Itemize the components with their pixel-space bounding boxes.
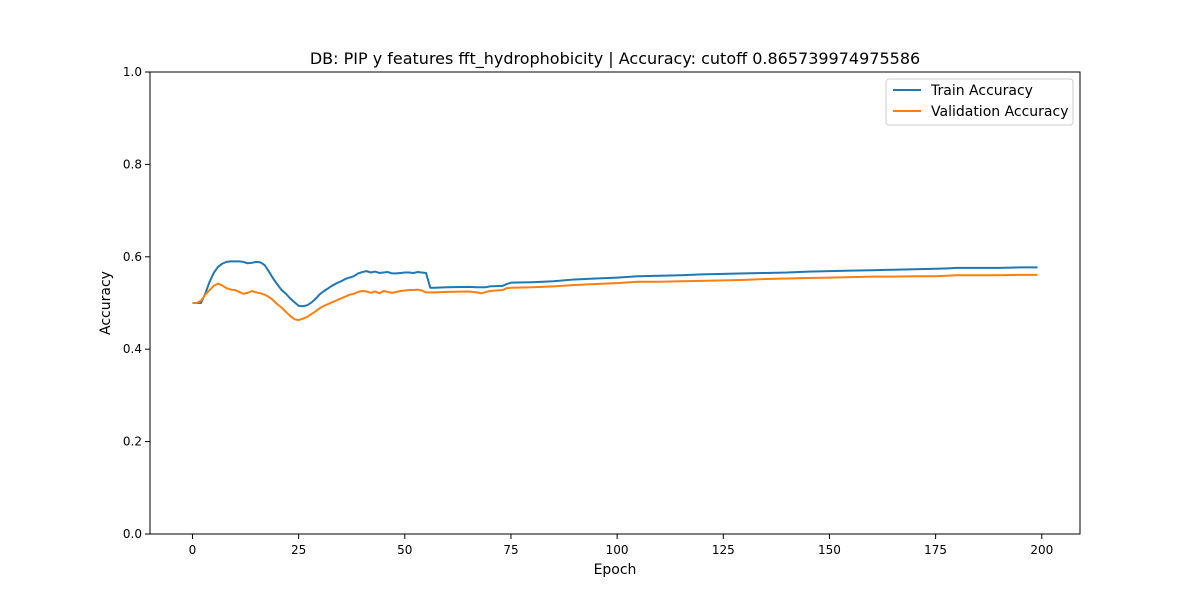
x-tick-label: 100: [606, 543, 629, 557]
x-tick-label: 125: [712, 543, 735, 557]
x-tick-label: 75: [503, 543, 518, 557]
x-axis: 0 25 50 75 100 125 150 175 200: [189, 534, 1053, 557]
plot-area: [149, 71, 1081, 535]
y-tick-label: 0.0: [123, 527, 142, 541]
y-tick-label: 0.4: [123, 342, 142, 356]
x-tick-label: 175: [924, 543, 947, 557]
y-tick-label: 1.0: [123, 65, 142, 79]
legend-label-validation: Validation Accuracy: [931, 104, 1069, 120]
x-tick-label: 25: [291, 543, 306, 557]
x-tick-label: 200: [1030, 543, 1053, 557]
y-axis: 0.0 0.2 0.4 0.6 0.8 1.0: [123, 65, 150, 541]
x-tick-label: 150: [818, 543, 841, 557]
y-axis-label: Accuracy: [98, 271, 114, 335]
x-axis-label: Epoch: [594, 562, 637, 578]
legend: Train Accuracy Validation Accuracy: [885, 78, 1074, 126]
y-tick-label: 0.8: [123, 157, 142, 171]
chart-title: DB: PIP y features fft_hydrophobicity | …: [310, 49, 920, 69]
x-tick-label: 50: [397, 543, 412, 557]
y-tick-label: 0.6: [123, 250, 142, 264]
plot-frame: [149, 71, 1081, 535]
series-line-train-accuracy: [192, 260, 1038, 308]
x-tick-label: 0: [189, 543, 197, 557]
series-line-validation-accuracy: [192, 273, 1038, 322]
series-layer: [192, 260, 1038, 322]
legend-frame: [885, 78, 1074, 126]
y-tick-label: 0.2: [123, 435, 142, 449]
legend-label-train: Train Accuracy: [930, 83, 1033, 99]
